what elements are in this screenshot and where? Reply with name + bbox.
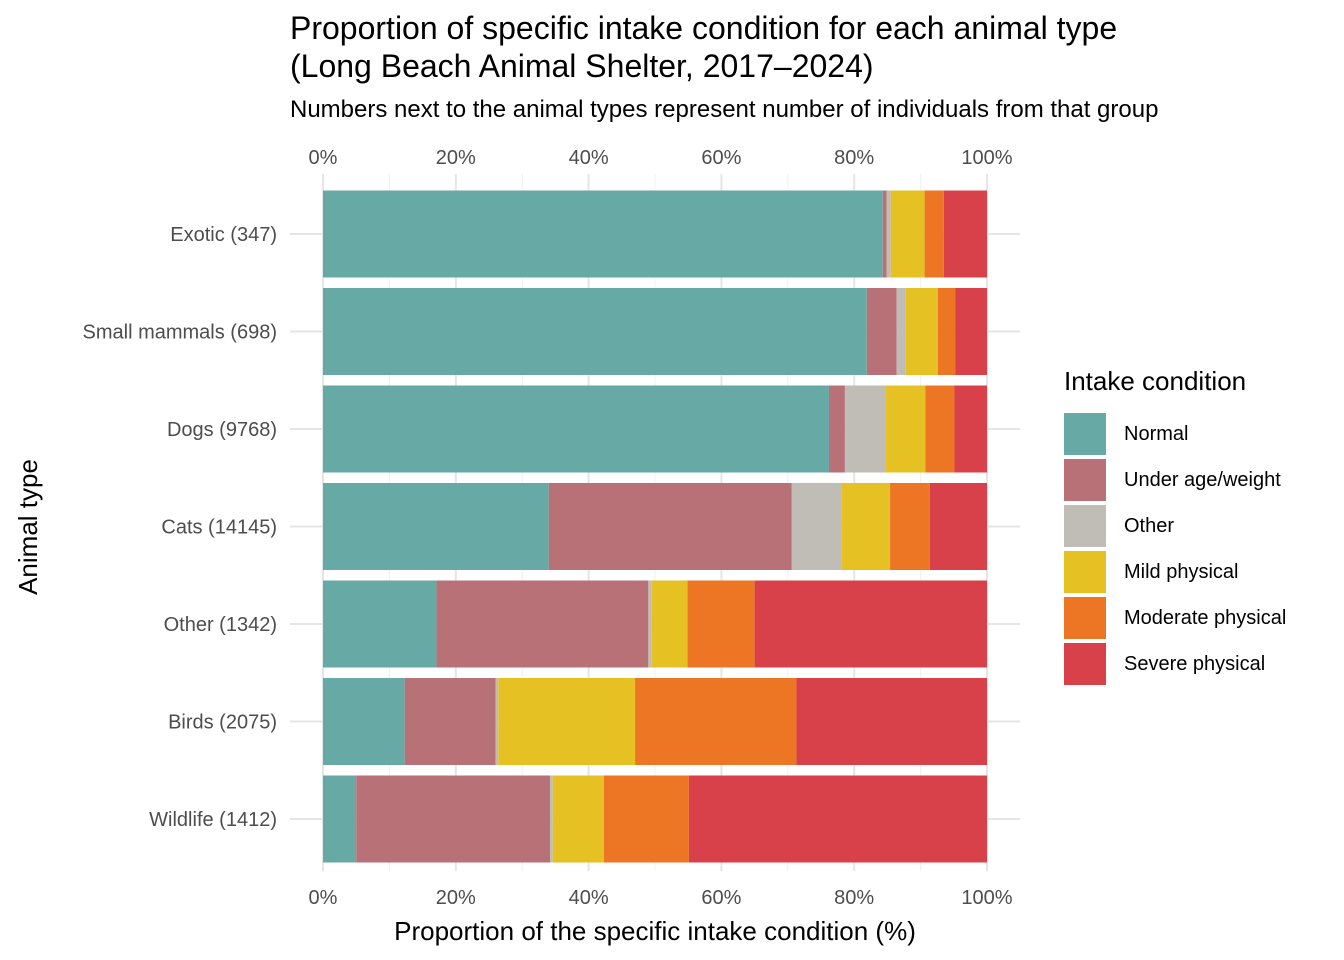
- legend-swatch: [1064, 643, 1106, 685]
- legend-swatch: [1064, 459, 1106, 501]
- legend-item: Normal: [1064, 411, 1286, 457]
- legend-item: Under age/weight: [1064, 457, 1286, 503]
- legend-item: Moderate physical: [1064, 595, 1286, 641]
- legend-items: Normal Under age/weight Other Mild physical…: [1064, 411, 1286, 687]
- bar-segment-under-age-weight: [866, 288, 897, 375]
- x-tick-label-bottom: 60%: [701, 887, 741, 909]
- bar-segment-moderate-physical: [687, 580, 755, 668]
- y-tick-label: Exotic (347): [170, 224, 277, 246]
- x-tick-label-bottom: 100%: [961, 887, 1012, 909]
- bar-segment-under-age-weight: [882, 190, 887, 278]
- legend-item: Severe physical: [1064, 641, 1286, 687]
- legend-label: Mild physical: [1124, 560, 1239, 583]
- bar-segment-other: [896, 288, 906, 375]
- bar-segment-mild-physical: [905, 288, 938, 375]
- x-tick-label-bottom: 0%: [309, 887, 338, 909]
- bar-segment-severe-physical: [688, 775, 987, 863]
- legend-label: Severe physical: [1124, 652, 1266, 675]
- bar-segment-other: [648, 580, 652, 668]
- bar-segment-severe-physical: [796, 678, 987, 765]
- legend-item: Mild physical: [1064, 549, 1286, 595]
- chart-subtitle: Numbers next to the animal types represe…: [290, 96, 1159, 123]
- bar-segment-other: [495, 678, 499, 765]
- legend-title: Intake condition: [1064, 366, 1247, 396]
- x-tick-label-top: 0%: [309, 147, 338, 169]
- x-tick-label-top: 20%: [436, 147, 476, 169]
- x-tick-label-bottom: 20%: [436, 887, 476, 909]
- y-tick-label: Birds (2075): [168, 712, 277, 734]
- legend-swatch: [1064, 505, 1106, 547]
- bar-segment-under-age-weight: [436, 580, 649, 668]
- legend-label: Other: [1124, 514, 1175, 537]
- x-tick-label-bottom: 80%: [834, 887, 874, 909]
- legend-item: Other: [1064, 503, 1286, 549]
- y-axis-title: Animal type: [13, 459, 43, 595]
- bar-segment-severe-physical: [954, 385, 987, 473]
- bar-segment-mild-physical: [651, 580, 688, 668]
- x-tick-label-top: 100%: [961, 147, 1012, 169]
- bar-segment-mild-physical: [885, 385, 926, 473]
- legend-label: Normal: [1124, 422, 1189, 445]
- bar-segment-normal: [323, 190, 883, 278]
- x-tick-label-top: 60%: [701, 147, 741, 169]
- bar-segment-moderate-physical: [635, 678, 797, 765]
- chart-title-line-2: (Long Beach Animal Shelter, 2017–2024): [290, 48, 874, 84]
- x-axis-title: Proportion of the specific intake condit…: [394, 916, 916, 946]
- bar-segment-severe-physical: [754, 580, 987, 668]
- legend-label: Under age/weight: [1124, 468, 1281, 491]
- bar-segment-normal: [323, 288, 867, 375]
- bar-segment-mild-physical: [498, 678, 636, 765]
- y-tick-label: Wildlife (1412): [149, 809, 277, 831]
- legend-swatch: [1064, 597, 1106, 639]
- bar-segment-other: [886, 190, 891, 278]
- x-tick-label-bottom: 40%: [569, 887, 609, 909]
- bar-segment-mild-physical: [890, 190, 925, 278]
- legend-label: Moderate physical: [1124, 606, 1287, 629]
- legend-swatch: [1064, 551, 1106, 593]
- bar-segment-severe-physical: [955, 288, 987, 375]
- x-tick-label-top: 40%: [569, 147, 609, 169]
- bar-segment-other: [791, 483, 842, 570]
- bar-segment-normal: [323, 775, 357, 863]
- y-tick-label: Dogs (9768): [167, 419, 277, 441]
- bar-segment-under-age-weight: [356, 775, 551, 863]
- bar-segment-severe-physical: [929, 483, 987, 570]
- y-tick-label: Other (1342): [164, 614, 277, 636]
- bar-segment-moderate-physical: [924, 190, 944, 278]
- bar-segment-other: [844, 385, 886, 473]
- legend-swatch: [1064, 413, 1106, 455]
- bar-segment-under-age-weight: [548, 483, 792, 570]
- bar-segment-moderate-physical: [890, 483, 930, 570]
- bar-segment-severe-physical: [943, 190, 987, 278]
- bar-segment-other: [550, 775, 553, 863]
- y-tick-label: Cats (14145): [161, 517, 277, 539]
- bar-segment-normal: [323, 385, 829, 473]
- bar-segment-mild-physical: [552, 775, 604, 863]
- legend: Intake condition Normal Under age/weight O…: [1064, 366, 1286, 687]
- bar-segment-moderate-physical: [937, 288, 956, 375]
- bar-segment-normal: [323, 580, 437, 668]
- y-tick-label: Small mammals (698): [83, 322, 277, 344]
- bar-segment-normal: [323, 483, 549, 570]
- x-tick-label-top: 80%: [834, 147, 874, 169]
- chart-title-line-1: Proportion of specific intake condition …: [290, 10, 1118, 46]
- bar-segment-moderate-physical: [603, 775, 689, 863]
- bar-segment-normal: [323, 678, 405, 765]
- bar-segment-under-age-weight: [404, 678, 496, 765]
- bar-segment-under-age-weight: [828, 385, 845, 473]
- bar-segment-mild-physical: [841, 483, 891, 570]
- bar-segment-moderate-physical: [925, 385, 955, 473]
